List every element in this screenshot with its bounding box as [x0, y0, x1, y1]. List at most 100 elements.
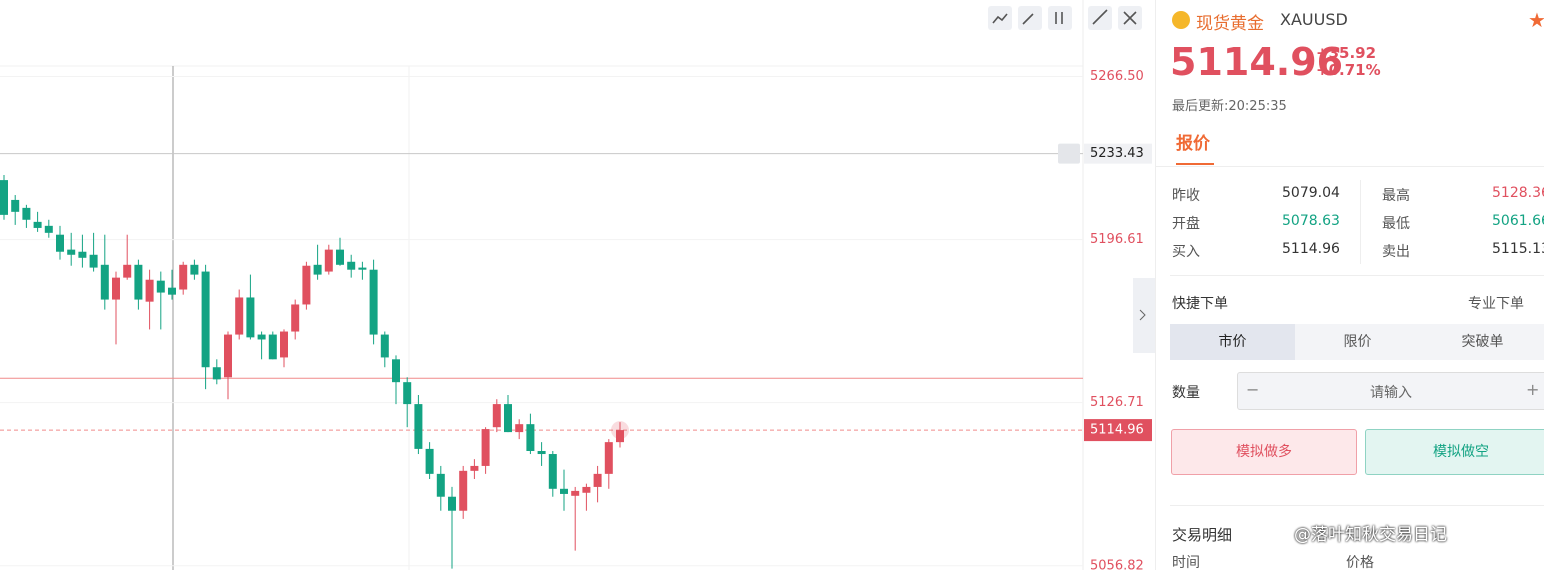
stat-label: 昨收 — [1172, 188, 1200, 204]
candle-body — [11, 199, 20, 212]
favorite[interactable]: ★ — [1528, 8, 1544, 32]
col-price: 价格 — [1346, 555, 1374, 570]
candle-body — [145, 279, 154, 302]
candle-body — [246, 297, 255, 338]
candle-body — [89, 254, 98, 268]
qty-minus[interactable]: − — [1246, 380, 1260, 399]
candle-body — [616, 430, 624, 443]
candle-body — [403, 382, 412, 405]
sell-label: 模拟做空 — [1433, 444, 1489, 460]
qty-plus[interactable]: + — [1526, 380, 1540, 399]
candle-body — [571, 490, 580, 496]
candle-body — [0, 180, 8, 215]
candle-body — [504, 404, 512, 433]
order-title: 快捷下单 — [1172, 296, 1228, 312]
order-tab[interactable]: 突破单 — [1461, 334, 1504, 350]
divider — [1170, 275, 1544, 276]
price: 5114.96 — [1170, 40, 1344, 84]
stat-label: 最低 — [1382, 216, 1410, 232]
candle-body — [336, 249, 344, 265]
candle-body — [291, 304, 300, 332]
candle-body — [515, 424, 524, 433]
candle-body — [470, 465, 479, 471]
candle-body — [235, 297, 244, 335]
candle-body — [112, 277, 120, 300]
alert-bell — [1058, 143, 1080, 164]
stat-label: 最高 — [1382, 188, 1410, 204]
tool-icons — [992, 9, 1137, 25]
buy-label: 模拟做多 — [1236, 444, 1292, 460]
candle-body — [358, 267, 367, 270]
last-price-bg — [1084, 419, 1152, 442]
candle-body — [224, 334, 232, 378]
candle-body — [548, 454, 557, 489]
candle-body — [280, 331, 288, 358]
qty-label: 数量 — [1172, 385, 1200, 401]
qty-placeholder: 请输入 — [1370, 385, 1412, 401]
candle-body — [492, 404, 501, 428]
candle-body — [179, 264, 188, 290]
candle-body — [448, 496, 456, 511]
candle-body — [156, 280, 165, 293]
sell-button[interactable]: 模拟做空 — [1365, 429, 1544, 475]
candle-body — [313, 264, 322, 275]
candle-body — [78, 251, 87, 258]
candle-body — [190, 264, 199, 275]
chart: 5266.50 5196.61 5126.71 5056.82 5233.43 5114.… — [0, 0, 1155, 570]
symbol: XAUUSD — [1280, 10, 1348, 29]
y-tick-label: 5266.50 — [1090, 69, 1144, 84]
candle-body — [604, 442, 613, 474]
y-tick-label: 5196.61 — [1090, 232, 1144, 247]
buy-button[interactable]: 模拟做多 — [1171, 429, 1357, 475]
candle-body — [369, 269, 378, 335]
candle-body — [392, 359, 400, 383]
divider — [1170, 505, 1544, 506]
gold-icon — [1172, 11, 1190, 29]
order-tab[interactable]: 市价 — [1170, 324, 1295, 360]
stat-value: 5128.36 — [1492, 185, 1544, 201]
stat-value: 5061.66 — [1492, 213, 1544, 229]
change-pct: +0.71% — [1316, 61, 1381, 79]
candle-body — [168, 287, 176, 295]
trades-title: 交易明细 — [1172, 526, 1233, 544]
candle-body — [537, 451, 546, 455]
candle-body — [212, 367, 221, 380]
tool-type[interactable] — [1048, 6, 1072, 30]
stat-value: 5079.04 — [1282, 185, 1340, 201]
collapse-icon — [1139, 309, 1146, 321]
stat-label: 开盘 — [1172, 216, 1200, 232]
candle-body — [44, 225, 53, 233]
tab-quote[interactable]: 报价 — [1176, 134, 1210, 154]
y-tick-label: 5056.82 — [1090, 558, 1144, 570]
stats-divider — [1360, 180, 1361, 264]
candle-body — [201, 271, 210, 368]
qty-input[interactable] — [1237, 372, 1544, 410]
candle-body — [134, 264, 143, 300]
order-tab[interactable]: 限价 — [1343, 334, 1372, 350]
candle-body — [560, 488, 568, 494]
candle-body — [593, 473, 602, 487]
name: 现货黄金 — [1196, 14, 1264, 34]
alert-label: 5233.43 — [1090, 146, 1144, 161]
candle-body — [425, 448, 434, 474]
candle-body — [481, 429, 490, 466]
pro-order[interactable]: 专业下单 — [1468, 296, 1524, 312]
stat-label: 卖出 — [1382, 244, 1410, 260]
candle-body — [123, 264, 132, 278]
candle-body — [22, 207, 31, 220]
stat-value: 5115.13 — [1492, 241, 1544, 257]
y-tick-label: 5126.71 — [1090, 395, 1144, 410]
candle-body — [100, 264, 109, 300]
candle-body — [526, 424, 535, 451]
candle-body — [459, 470, 468, 511]
divider — [1156, 166, 1544, 167]
quote-panel: 现货黄金 XAUUSD ★ 5114.96 +35.92 +0.71% 最后更新… — [1155, 0, 1544, 570]
last-price-label: 5114.96 — [1090, 423, 1144, 438]
last-glow — [611, 421, 629, 440]
watermark: @落叶知秋交易日记 — [1294, 525, 1447, 545]
candle-body — [347, 261, 356, 270]
candle-body — [67, 249, 76, 255]
tab-underline — [1176, 163, 1214, 165]
candle-body — [268, 334, 277, 360]
